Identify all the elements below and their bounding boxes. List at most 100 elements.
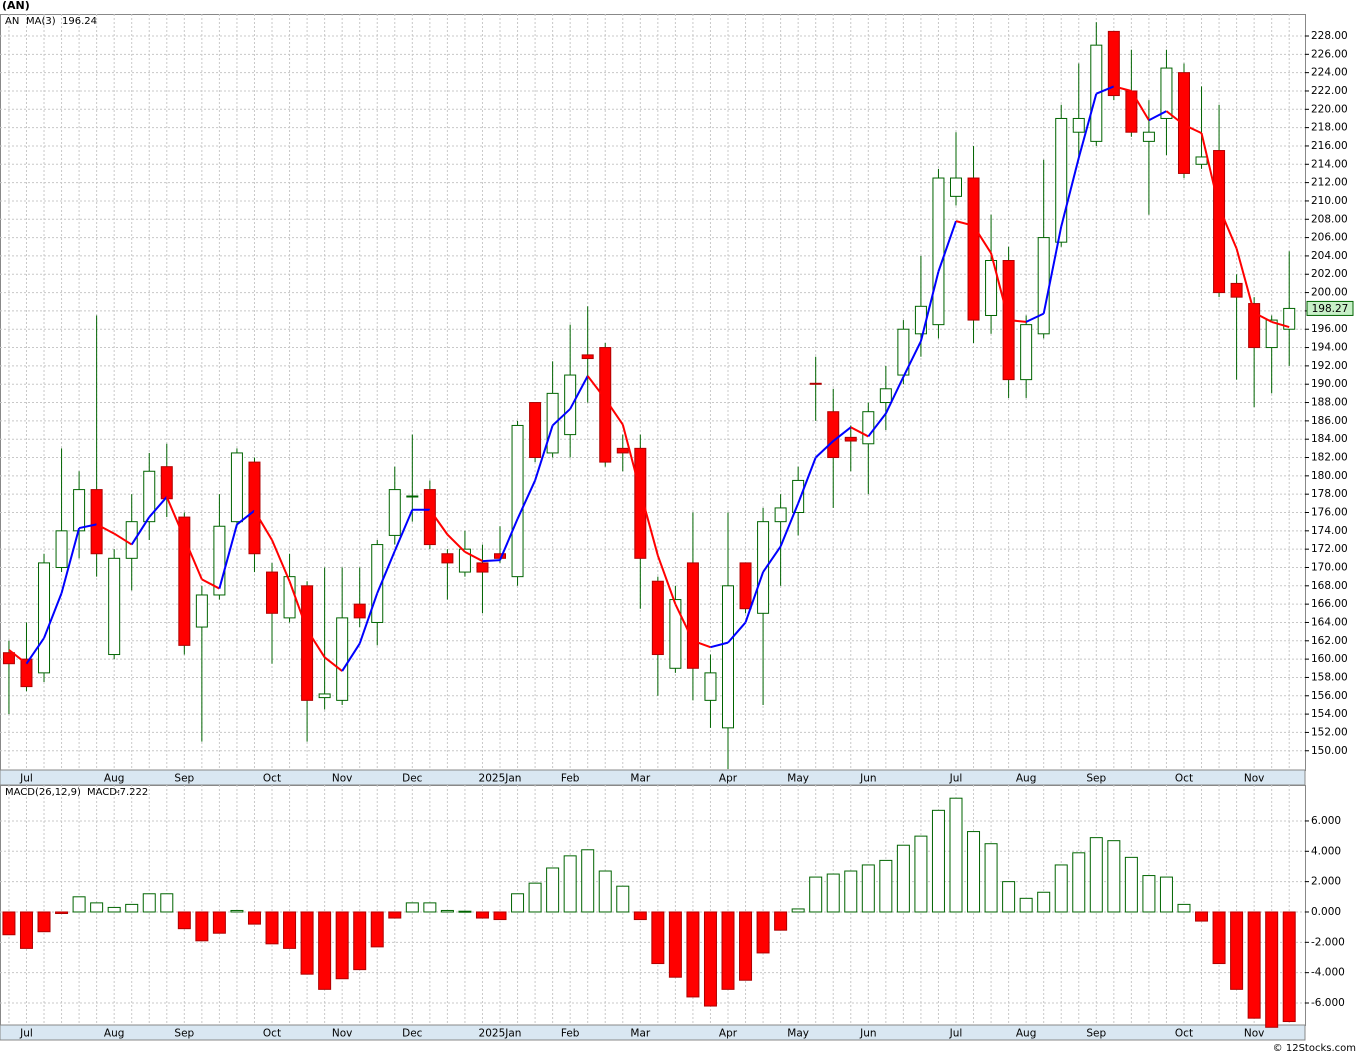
- ma-segment: [902, 340, 922, 378]
- candle-body: [634, 447, 647, 559]
- candle-body: [1072, 117, 1085, 133]
- candle-body: [844, 436, 857, 442]
- macd-bar: [283, 911, 297, 949]
- y-tick-label: 152.00: [1311, 726, 1348, 738]
- ma-segment: [1025, 312, 1045, 323]
- macd-bar: [686, 911, 700, 998]
- macd-bar: [774, 911, 788, 931]
- y-tick-label: 196.00: [1311, 323, 1348, 335]
- macd-bar: [1054, 864, 1068, 913]
- x-tick-label: Aug: [104, 1028, 125, 1040]
- candle-body: [458, 548, 471, 573]
- y-tick-label: 190.00: [1311, 378, 1348, 390]
- macd-bar: [37, 911, 51, 933]
- ma-segment: [429, 509, 449, 536]
- macd-bar: [265, 911, 279, 945]
- macd-bar: [1212, 911, 1226, 965]
- candle-body: [20, 658, 33, 688]
- ma-segment: [674, 603, 694, 642]
- ma-segment: [271, 539, 291, 582]
- macd-bar: [458, 910, 472, 913]
- y-tick-label: 160.00: [1311, 653, 1348, 665]
- macd-title: MACD(26,12,9): [5, 787, 81, 798]
- x-tick-label: Oct: [1175, 1028, 1193, 1040]
- ma-segment: [183, 537, 203, 580]
- y-tick-label: 212.00: [1311, 177, 1348, 189]
- x-tick-label: Oct: [263, 773, 281, 785]
- x-tick-label: Sep: [174, 773, 194, 785]
- y-tick-label: 192.00: [1311, 360, 1348, 372]
- macd-bar: [739, 911, 753, 981]
- x-tick-label: Jul: [949, 773, 963, 785]
- candle-body: [301, 585, 314, 701]
- y-tick-label: 178.00: [1311, 488, 1348, 500]
- x-tick-label: Sep: [1086, 773, 1106, 785]
- x-tick-label: Feb: [561, 773, 580, 785]
- candle-body: [108, 557, 121, 656]
- candle-body: [1055, 117, 1068, 243]
- macd-bar: [511, 893, 525, 913]
- ma-segment: [1148, 110, 1167, 122]
- x-tick-label: Jul: [19, 773, 33, 785]
- macd-bar: [72, 896, 86, 913]
- ma-segment: [797, 457, 817, 504]
- x-tick-label: Aug: [1016, 1028, 1037, 1040]
- y-tick-label: 180.00: [1311, 470, 1348, 482]
- candle-body: [336, 617, 349, 701]
- candle-body: [353, 603, 366, 619]
- y-tick-label: -6.000: [1311, 997, 1345, 1009]
- candle-body: [949, 177, 962, 197]
- ma-segment: [376, 550, 396, 594]
- ma-segment: [8, 649, 28, 665]
- macd-bar: [370, 911, 384, 948]
- candle-body: [1037, 237, 1050, 335]
- macd-bar: [300, 911, 314, 975]
- y-tick-label: 176.00: [1311, 507, 1348, 519]
- y-tick-label: 216.00: [1311, 140, 1348, 152]
- x-tick-label: 2025Jan: [479, 773, 522, 785]
- macd-bar: [1089, 837, 1103, 913]
- macd-bar: [1265, 911, 1279, 1028]
- ma-segment: [148, 496, 168, 518]
- y-tick-label: 220.00: [1311, 103, 1348, 115]
- x-tick-label: Jul: [19, 1028, 33, 1040]
- ma-segment: [446, 533, 466, 553]
- ma-segment: [815, 440, 834, 459]
- candle-body: [406, 495, 419, 498]
- ma-segment: [762, 545, 782, 573]
- x-tick-label: Sep: [174, 1028, 194, 1040]
- macd-bar: [616, 885, 630, 913]
- candle-body: [529, 402, 542, 459]
- candle-body: [564, 374, 577, 436]
- macd-bar: [177, 911, 191, 930]
- ma-segment: [341, 643, 361, 672]
- x-tick-label: Aug: [104, 773, 125, 785]
- macd-bar: [967, 831, 981, 913]
- macd-bar: [90, 902, 104, 913]
- macd-bar: [1072, 852, 1086, 913]
- candle-body: [967, 177, 980, 321]
- ma-segment: [60, 527, 81, 594]
- legend-symbol: AN: [5, 16, 19, 27]
- y-tick-label: 162.00: [1311, 635, 1348, 647]
- macd-bar: [2, 911, 16, 936]
- macd-bar: [1282, 911, 1296, 1023]
- candle-body: [388, 489, 401, 536]
- candle-body: [599, 347, 612, 463]
- ma-segment: [1130, 90, 1150, 121]
- y-tick-label: 156.00: [1311, 690, 1348, 702]
- y-tick-label: 166.00: [1311, 598, 1348, 610]
- candle-body: [178, 516, 191, 646]
- x-tick-label: 2025Jan: [479, 1028, 522, 1040]
- y-tick-label: 184.00: [1311, 433, 1348, 445]
- candle-body: [651, 580, 664, 656]
- macd-bar: [405, 902, 419, 913]
- macd-bar: [55, 911, 69, 914]
- ma-segment: [586, 375, 607, 400]
- ma-segment: [744, 571, 765, 623]
- macd-bar: [826, 873, 840, 913]
- macd-bar: [212, 911, 226, 934]
- y-tick-label: 150.00: [1311, 745, 1348, 757]
- macd-bar: [668, 911, 682, 978]
- y-tick-label: 170.00: [1311, 561, 1348, 573]
